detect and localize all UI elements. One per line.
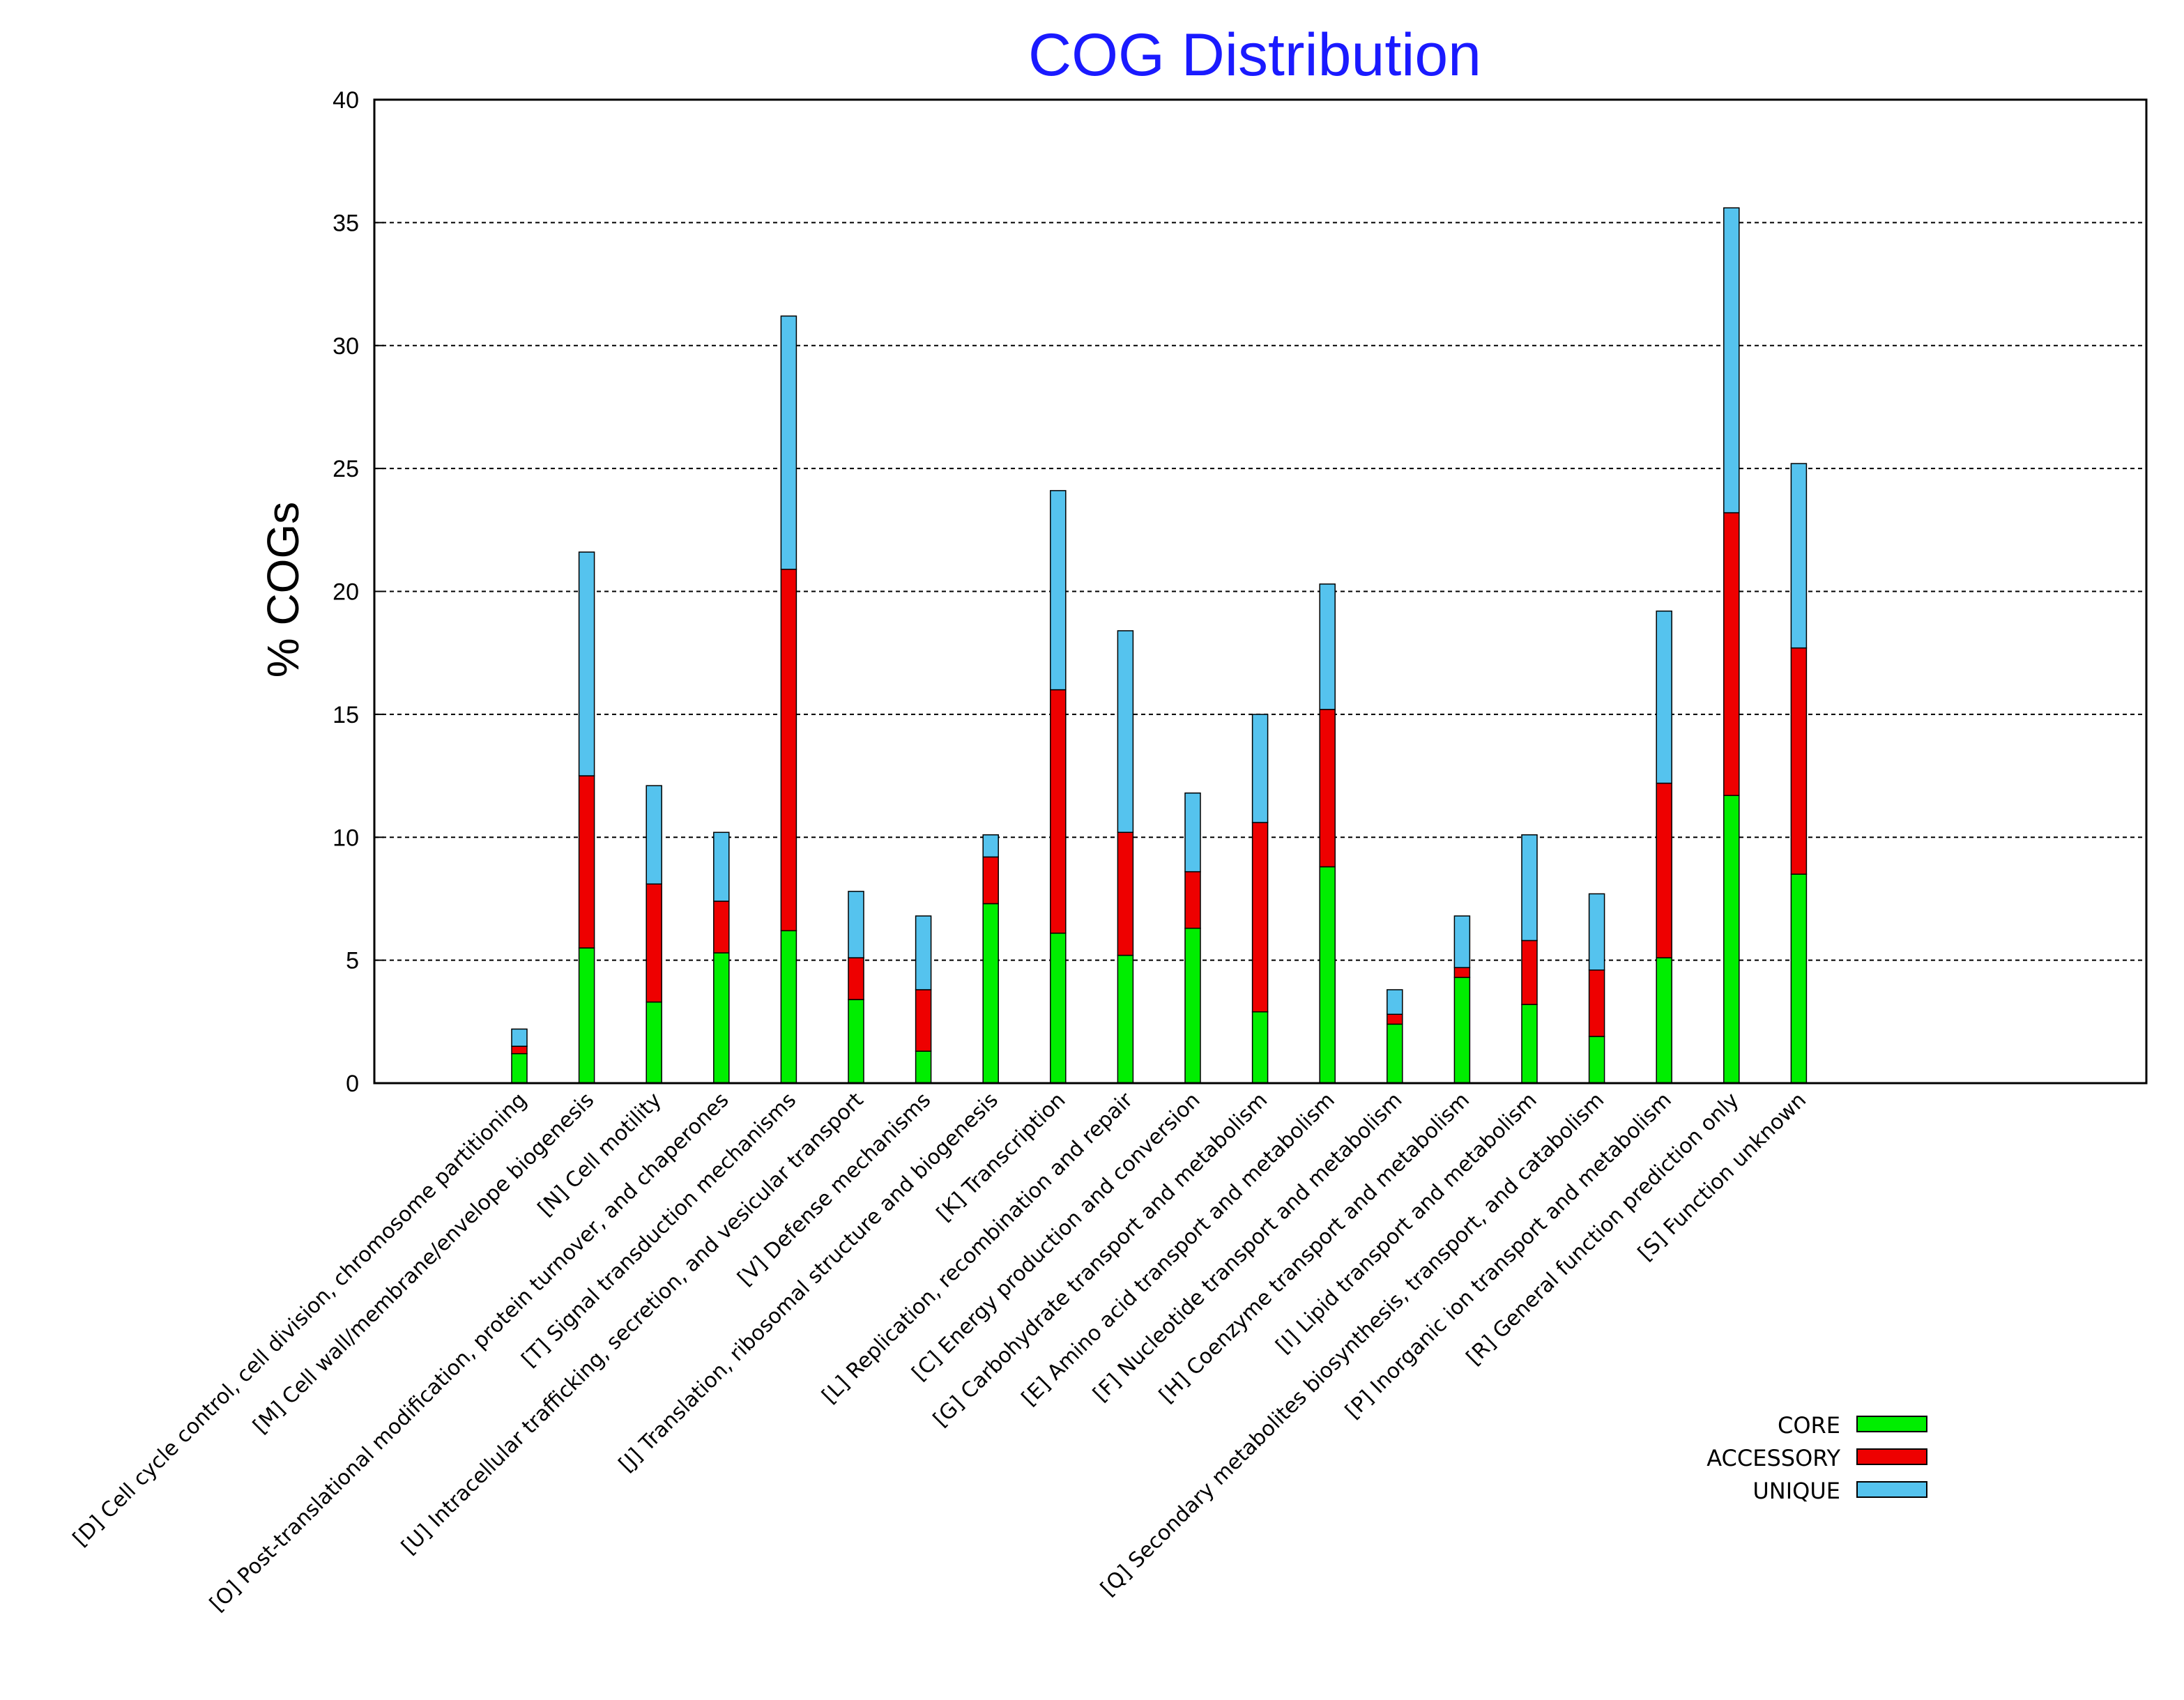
- bar-core-4: [713, 952, 730, 1084]
- y-tick-label: 20: [333, 579, 359, 606]
- bar-core-19: [1723, 795, 1740, 1084]
- y-tick-label: 25: [333, 456, 359, 482]
- x-category-label: [E] Amino acid transport and metabolism: [1017, 1088, 1340, 1411]
- bar-unique-5: [780, 315, 797, 570]
- bar-unique-15: [1453, 915, 1471, 968]
- bar-accessory-5: [780, 569, 797, 932]
- x-category-label: [H] Coenzyme transport and metabolism: [1154, 1088, 1474, 1408]
- bar-unique-6: [848, 891, 864, 958]
- bar-layer: [511, 207, 1808, 1084]
- chart-title: COG Distribution: [1028, 22, 1481, 89]
- bar-accessory-1: [511, 1046, 528, 1055]
- y-tick-labels: 0 5 10 15 20 25 30 35 40: [333, 87, 359, 1097]
- bar-accessory-19: [1723, 512, 1740, 797]
- plot-frame: [373, 98, 2148, 1085]
- bar-accessory-18: [1656, 782, 1672, 958]
- bar-accessory-16: [1521, 940, 1538, 1005]
- y-tick-label: 10: [333, 825, 359, 851]
- bar-accessory-2: [578, 775, 595, 949]
- x-category-label: [L] Replication, recombination and repai…: [817, 1087, 1138, 1408]
- bar-unique-18: [1656, 610, 1672, 784]
- bar-accessory-3: [646, 883, 662, 1003]
- bar-core-3: [646, 1001, 662, 1084]
- x-category-labels: [D] Cell cycle control, cell division, c…: [68, 1087, 1811, 1616]
- bar-accessory-8: [982, 856, 999, 905]
- bar-accessory-14: [1387, 1013, 1403, 1025]
- y-tick-label: 40: [333, 87, 359, 114]
- bar-core-20: [1790, 873, 1808, 1084]
- bar-core-6: [848, 999, 864, 1084]
- x-category-label: [K] Transcription: [932, 1088, 1070, 1226]
- x-category-label: [Q] Secondary metabolites biosynthesis, …: [1096, 1088, 1609, 1601]
- bar-unique-9: [1050, 490, 1067, 691]
- bar-accessory-9: [1050, 689, 1067, 934]
- bar-unique-13: [1319, 583, 1336, 710]
- bar-accessory-13: [1319, 709, 1336, 868]
- bar-accessory-15: [1453, 967, 1471, 979]
- bar-accessory-12: [1251, 822, 1269, 1013]
- legend: CORE ACCESSORY UNIQUE: [1706, 1412, 1927, 1504]
- bar-unique-14: [1387, 989, 1403, 1015]
- y-tick-label: 0: [346, 1071, 359, 1097]
- legend-label-accessory: ACCESSORY: [1706, 1445, 1840, 1471]
- legend-label-core: CORE: [1778, 1412, 1840, 1439]
- bar-unique-20: [1790, 463, 1808, 649]
- bar-unique-4: [713, 832, 730, 902]
- bar-unique-10: [1117, 630, 1134, 833]
- bar-core-2: [578, 947, 595, 1084]
- bar-unique-12: [1251, 714, 1269, 823]
- bar-unique-11: [1184, 792, 1201, 873]
- bar-core-13: [1319, 866, 1336, 1084]
- bar-unique-3: [646, 785, 662, 885]
- bar-unique-7: [915, 915, 932, 990]
- y-tick-label: 5: [346, 948, 359, 974]
- bar-core-10: [1117, 954, 1134, 1084]
- bar-core-9: [1050, 933, 1067, 1084]
- bar-core-12: [1251, 1011, 1269, 1084]
- bar-core-11: [1184, 928, 1201, 1084]
- x-category-label: [F] Nucleotide transport and metabolism: [1088, 1088, 1407, 1407]
- bar-unique-2: [578, 551, 595, 776]
- bar-core-5: [780, 930, 797, 1084]
- y-tick-label: 30: [333, 333, 359, 360]
- bar-core-1: [511, 1052, 528, 1084]
- bar-accessory-4: [713, 901, 730, 954]
- bar-unique-8: [982, 834, 999, 858]
- bar-accessory-17: [1588, 969, 1605, 1037]
- bar-accessory-20: [1790, 647, 1808, 875]
- bar-core-8: [982, 903, 999, 1084]
- legend-label-unique: UNIQUE: [1752, 1478, 1840, 1504]
- bar-core-14: [1387, 1023, 1403, 1084]
- bar-unique-17: [1588, 893, 1605, 971]
- y-axis-label: % COGs: [258, 502, 308, 677]
- bar-unique-19: [1723, 207, 1740, 514]
- bar-accessory-7: [915, 989, 932, 1052]
- bar-accessory-6: [848, 957, 864, 1000]
- legend-swatch-accessory: [1856, 1448, 1927, 1465]
- x-category-label: [N] Cell motility: [533, 1088, 666, 1221]
- bar-core-17: [1588, 1036, 1605, 1084]
- y-tick-label: 35: [333, 210, 359, 236]
- bar-accessory-10: [1117, 832, 1134, 956]
- bar-accessory-11: [1184, 871, 1201, 929]
- bar-core-16: [1521, 1004, 1538, 1084]
- bar-core-7: [915, 1050, 932, 1084]
- bar-unique-1: [511, 1028, 528, 1047]
- legend-swatch-core: [1856, 1416, 1927, 1432]
- bar-core-18: [1656, 957, 1672, 1084]
- legend-swatch-unique: [1856, 1481, 1927, 1498]
- bar-unique-16: [1521, 834, 1538, 942]
- y-tick-label: 15: [333, 702, 359, 728]
- bar-core-15: [1453, 977, 1471, 1084]
